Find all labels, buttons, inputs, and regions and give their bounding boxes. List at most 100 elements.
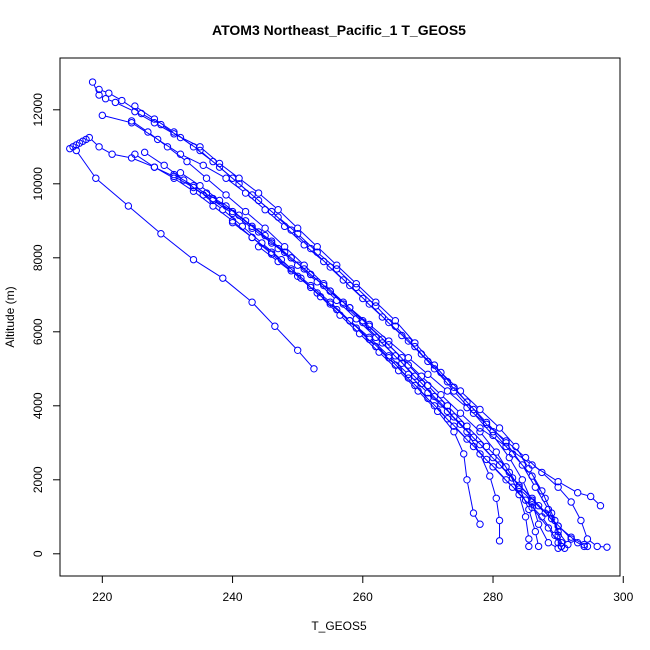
series-5-point-12 [365, 300, 374, 308]
series-11-segment-15 [501, 466, 518, 484]
series-5-point-0 [131, 102, 139, 110]
series-5-segment-15 [429, 363, 446, 380]
series-13-segment-9 [436, 407, 453, 425]
series-5 [131, 102, 572, 549]
series-2-point-30 [538, 468, 546, 477]
series-10-segment-0 [182, 174, 198, 185]
series-5-segment-0 [137, 107, 153, 118]
y-tick-label-6: 12000 [31, 93, 45, 127]
series-8-point-0 [140, 148, 149, 157]
x-tick-label-4: 300 [613, 590, 633, 604]
series-5-point-14 [404, 337, 413, 345]
series-10-point-17 [508, 474, 517, 482]
series-9-segment-9 [351, 309, 368, 325]
series-15-segment-3 [560, 527, 570, 536]
series-11-point-1 [222, 202, 230, 210]
series-13-segment-10 [455, 428, 472, 445]
series-2-segment-22 [390, 342, 407, 357]
series-5-point-15 [424, 357, 432, 366]
series-8-point-18 [463, 476, 471, 484]
series-5-point-13 [385, 318, 393, 327]
series-8-point-19 [469, 509, 478, 517]
series-0-point-10 [254, 189, 263, 197]
series-5-segment-11 [351, 287, 368, 303]
series-8-point-1 [160, 161, 168, 170]
series-1-point-0 [95, 85, 103, 94]
series-7-point-20 [492, 494, 500, 502]
series-5-point-2 [170, 128, 178, 136]
series-5-segment-4 [215, 163, 231, 177]
series-12-point-0 [228, 218, 237, 227]
series-7-point-17 [463, 428, 471, 436]
series-11-point-15 [495, 461, 504, 469]
series-1-segment-22 [510, 460, 522, 478]
series-2-point-7 [95, 143, 103, 151]
series-11-segment-11 [423, 385, 440, 402]
series-0-segment-13 [319, 248, 335, 264]
series-7-point-2 [170, 174, 178, 182]
series-8-segment-12 [381, 353, 397, 369]
series-10-point-10 [372, 333, 380, 342]
series-10-segment-4 [260, 233, 277, 247]
series-11-point-6 [320, 281, 328, 290]
series-12-point-7 [365, 335, 374, 343]
series-5-point-10 [326, 263, 334, 271]
series-15-point-1 [528, 496, 536, 504]
series-1-point-4 [157, 120, 165, 129]
series-12-segment-1 [254, 238, 270, 251]
series-15-point-5 [580, 540, 588, 549]
series-14-segment-3 [560, 482, 576, 492]
series-6-segment-3 [189, 163, 205, 177]
series-13-point-10 [450, 422, 458, 430]
series-0-segment-5 [156, 123, 172, 133]
series-5-segment-5 [234, 179, 250, 194]
series-10-point-13 [430, 392, 439, 401]
series-11-point-12 [437, 400, 445, 408]
series-10-point-2 [215, 196, 224, 205]
series-9-point-12 [404, 361, 413, 369]
series-4-segment-6 [247, 194, 264, 209]
series-6-segment-21 [519, 497, 526, 514]
series-13-segment-3 [319, 294, 335, 308]
series-3-segment-5 [224, 279, 250, 301]
series-6-segment-22 [525, 519, 529, 536]
series-1-point-6 [196, 146, 204, 155]
series-13-point-11 [469, 442, 478, 451]
series-14-segment-1 [508, 447, 530, 464]
series-15-segment-0 [521, 490, 530, 499]
series-11-segment-1 [228, 207, 244, 220]
series-10-point-3 [235, 211, 243, 219]
series-4-segment-19 [501, 430, 515, 445]
series-2-point-33 [577, 516, 585, 525]
series-7-point-0 [131, 150, 139, 158]
series-6-point-1 [144, 128, 152, 136]
series-6-point-5 [222, 191, 230, 199]
series-0-point-13 [313, 243, 321, 251]
series-4 [98, 111, 566, 551]
series-2-point-8 [108, 150, 116, 158]
series-1-segment-1 [111, 94, 120, 100]
series-5-point-18 [482, 418, 491, 427]
series-12-point-1 [248, 233, 256, 242]
series-9-point-21 [534, 542, 543, 551]
series-4-point-18 [476, 405, 484, 414]
series-7-point-18 [476, 450, 484, 458]
series-0-point-0 [88, 78, 97, 86]
series-10-point-16 [489, 453, 497, 462]
series-6-segment-7 [267, 230, 283, 245]
y-tick-label-3: 6000 [31, 318, 45, 345]
series-7-point-21 [495, 516, 504, 525]
series-11-point-7 [339, 300, 347, 308]
series-9-segment-0 [176, 175, 191, 185]
series-13-segment-0 [260, 248, 276, 260]
series-0-segment-7 [202, 148, 218, 162]
series-5-point-1 [150, 115, 159, 123]
series-13-point-0 [254, 243, 263, 251]
series-10-point-4 [254, 228, 263, 236]
series-6-segment-17 [462, 415, 479, 430]
series-3-point-9 [310, 365, 318, 373]
series-11-segment-0 [208, 194, 224, 205]
series-11-segment-10 [403, 365, 420, 382]
series-11-segment-7 [345, 305, 361, 321]
series-4-segment-5 [228, 179, 244, 192]
